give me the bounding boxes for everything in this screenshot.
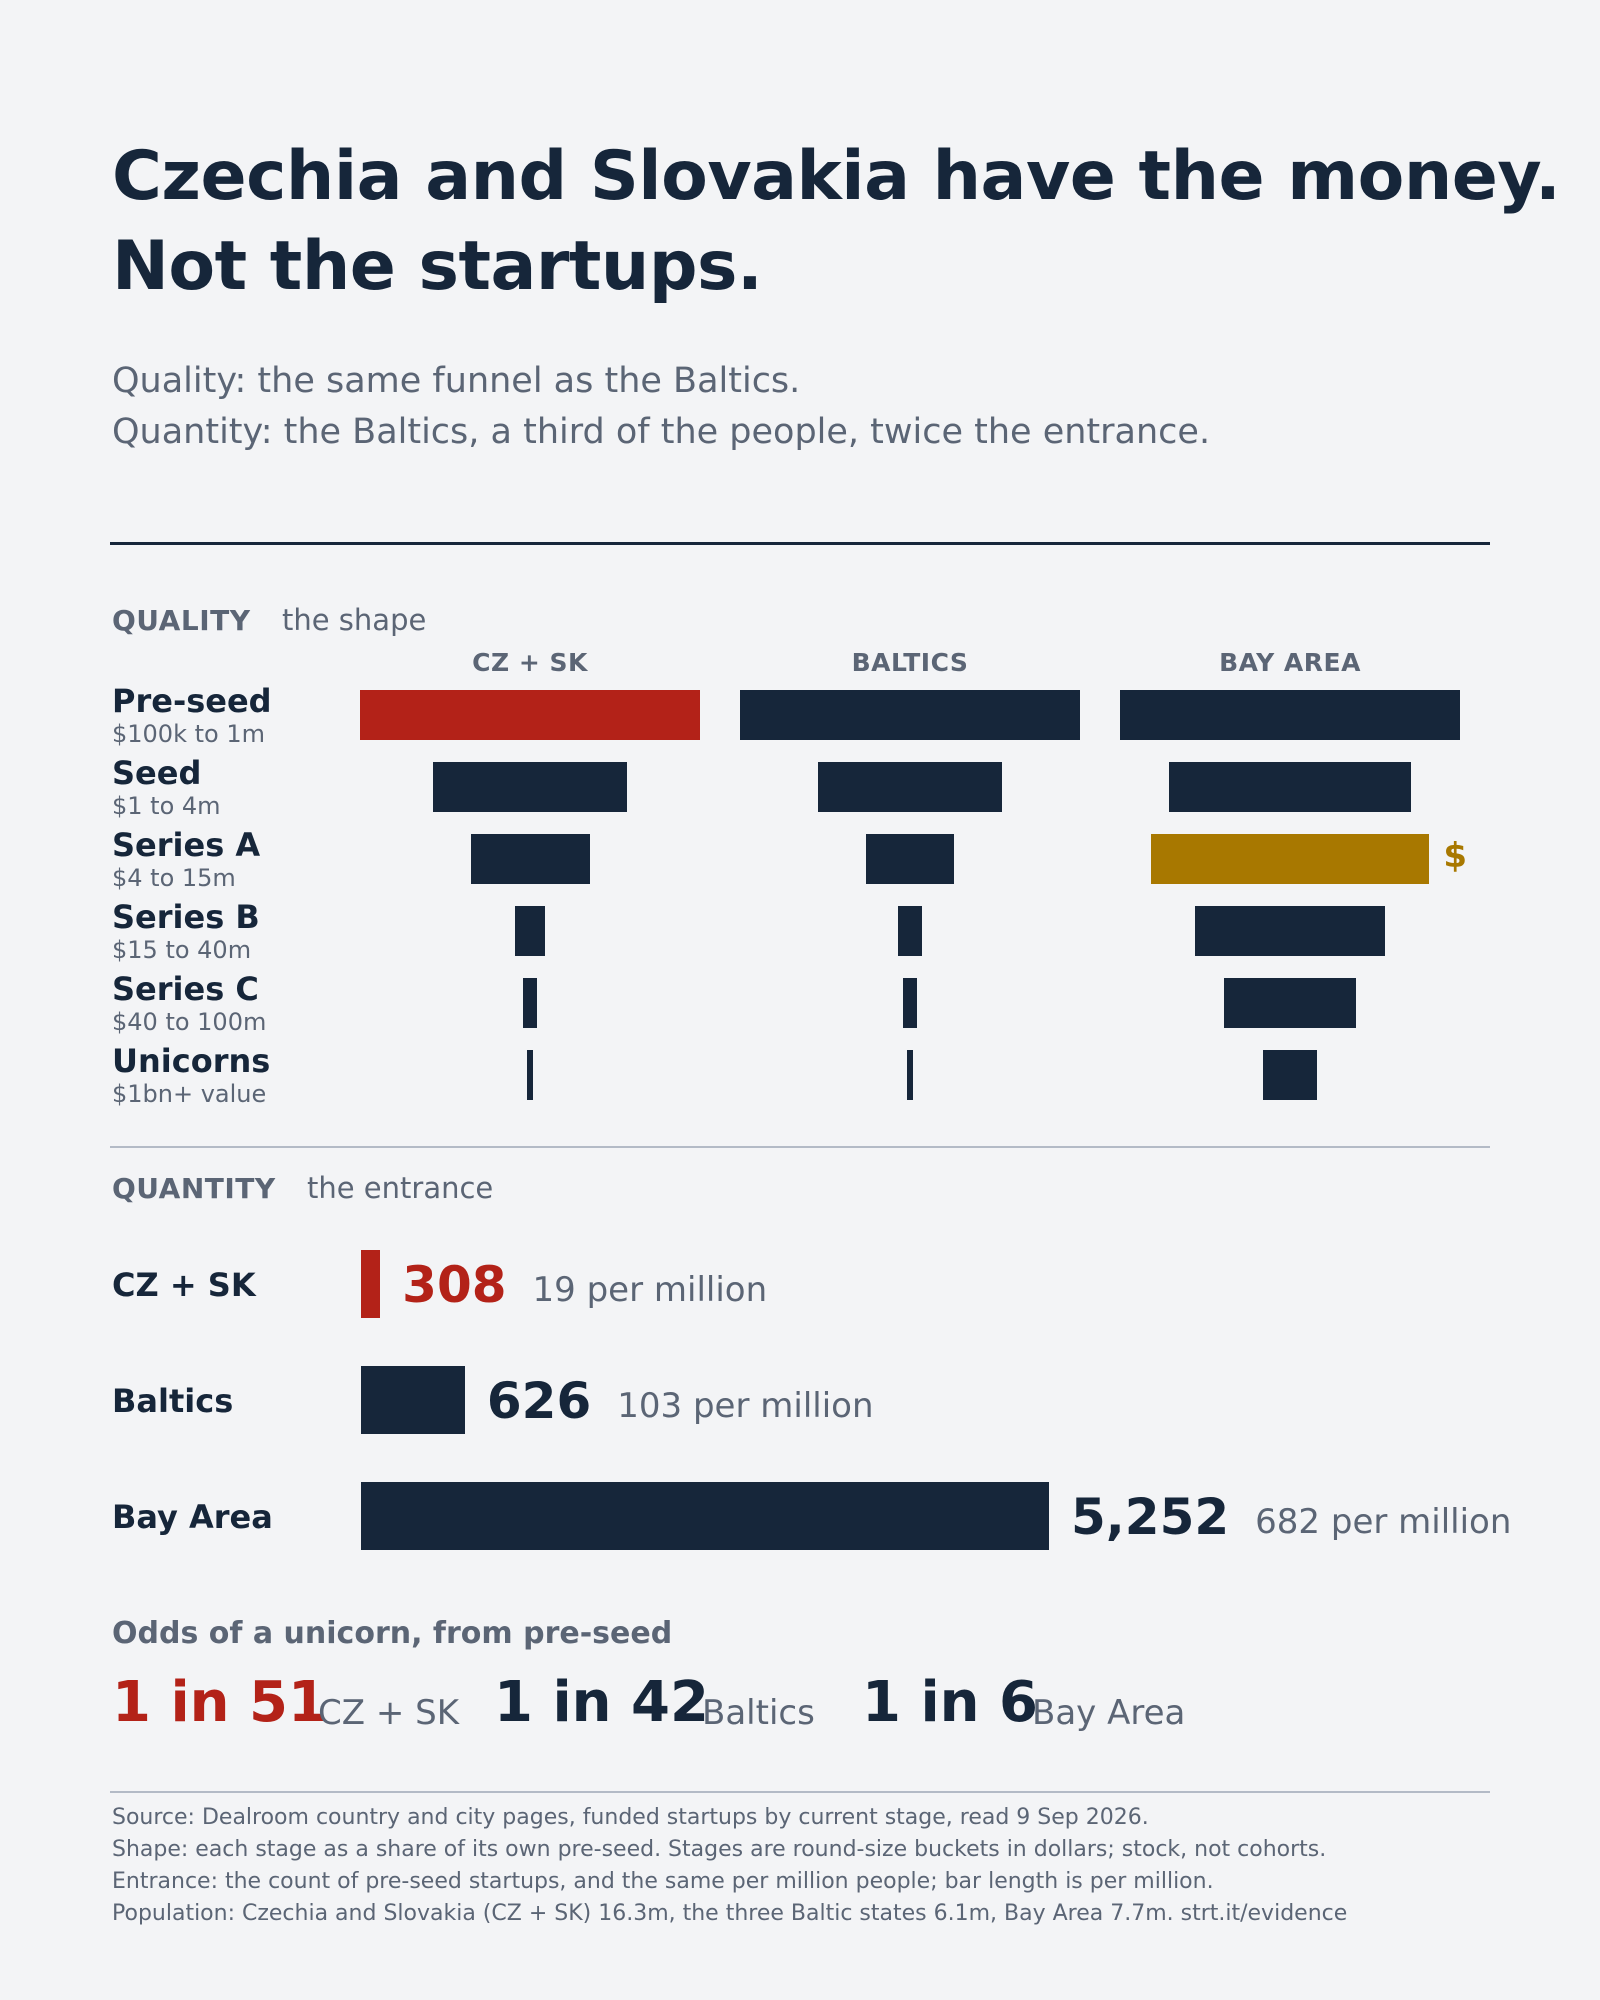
- quantity-value: 626: [486, 1372, 592, 1430]
- top-divider: [110, 542, 1490, 545]
- funnel-bar: [740, 690, 1080, 740]
- quantity-row-label: Baltics: [112, 1382, 234, 1420]
- stage-range-label: $100k to 1m: [112, 720, 265, 748]
- quantity-bar: [361, 1250, 381, 1318]
- funnel-bar: [818, 762, 1002, 812]
- odds-region-czsk: CZ + SK: [318, 1693, 460, 1733]
- subtitle-line-1: Quality: the same funnel as the Baltics.: [112, 361, 801, 401]
- funnel-bar: [903, 978, 917, 1028]
- quantity-value: 308: [402, 1256, 507, 1314]
- quantity-per-million: 682 per million: [1255, 1502, 1512, 1542]
- quantity-bar: [361, 1482, 1049, 1550]
- column-header-cz-sk: CZ + SK: [472, 648, 588, 677]
- odds-region-baltics: Baltics: [702, 1693, 815, 1733]
- stage-range-label: $1bn+ value: [112, 1080, 267, 1108]
- funnel-bar: [906, 1050, 914, 1100]
- odds-value-czsk: 1 in 51: [112, 1670, 327, 1735]
- stage-label: Series A: [112, 826, 261, 864]
- column-header-bay-area: BAY AREA: [1219, 648, 1361, 677]
- funnel-bar: [433, 762, 627, 812]
- funnel-bar: [1169, 762, 1411, 812]
- headline-line-1: Czechia and Slovakia have the money.: [112, 137, 1561, 216]
- funnel-bar: [1262, 1050, 1318, 1100]
- quantity-row-label: CZ + SK: [112, 1266, 256, 1304]
- stage-label: Series C: [112, 970, 259, 1008]
- odds-region-bay-area: Bay Area: [1032, 1693, 1186, 1733]
- funnel-bar: [470, 834, 590, 884]
- mid-divider: [110, 1146, 1490, 1148]
- funnel-bar: [523, 978, 537, 1028]
- funnel-bar: [1120, 690, 1460, 740]
- funnel-bar: [360, 690, 700, 740]
- headline-line-2: Not the startups.: [112, 227, 763, 306]
- source-line-2: Shape: each stage as a share of its own …: [112, 1837, 1327, 1862]
- quantity-per-million: 103 per million: [617, 1386, 874, 1426]
- stage-range-label: $1 to 4m: [112, 792, 221, 820]
- odds-value-baltics: 1 in 42: [494, 1670, 709, 1735]
- quantity-value: 5,252: [1071, 1488, 1230, 1546]
- column-header-baltics: BALTICS: [851, 648, 969, 677]
- funnel-bar: [898, 906, 922, 956]
- funnel-bar: [1194, 906, 1386, 956]
- subtitle-line-2: Quantity: the Baltics, a third of the pe…: [112, 412, 1211, 452]
- funnel-bar: [526, 1050, 534, 1100]
- stage-range-label: $15 to 40m: [112, 936, 252, 964]
- funnel-bar: [865, 834, 955, 884]
- stage-range-label: $40 to 100m: [112, 1008, 267, 1036]
- funnel-bar: [1223, 978, 1357, 1028]
- quality-section-title: QUALITY: [112, 604, 251, 637]
- stage-label: Unicorns: [112, 1042, 271, 1080]
- funnel-bar: [514, 906, 546, 956]
- stage-range-label: $4 to 15m: [112, 864, 236, 892]
- subtitle: Quality: the same funnel as the Baltics.…: [112, 356, 1210, 458]
- odds-value-bay-area: 1 in 6: [862, 1670, 1038, 1735]
- stage-label: Pre-seed: [112, 682, 272, 720]
- stage-label: Series B: [112, 898, 260, 936]
- quantity-section-subtitle: the entrance: [307, 1171, 494, 1205]
- source-line-4: Population: Czechia and Slovakia (CZ + S…: [112, 1901, 1348, 1926]
- quantity-per-million: 19 per million: [532, 1270, 768, 1310]
- quantity-row-label: Bay Area: [112, 1498, 273, 1536]
- quantity-section-title: QUANTITY: [112, 1172, 276, 1205]
- odds-title: Odds of a unicorn, from pre-seed: [112, 1616, 673, 1651]
- stage-label: Seed: [112, 754, 202, 792]
- source-line-1: Source: Dealroom country and city pages,…: [112, 1805, 1149, 1830]
- quantity-bar: [361, 1366, 465, 1434]
- source-notes: Source: Dealroom country and city pages,…: [112, 1802, 1347, 1930]
- source-line-3: Entrance: the count of pre-seed startups…: [112, 1869, 1214, 1894]
- headline: Czechia and Slovakia have the money. Not…: [112, 132, 1561, 312]
- funnel-bar: [1150, 834, 1430, 884]
- dollar-marker: $: [1443, 836, 1468, 876]
- bottom-divider: [110, 1791, 1490, 1793]
- quality-section-subtitle: the shape: [282, 603, 427, 637]
